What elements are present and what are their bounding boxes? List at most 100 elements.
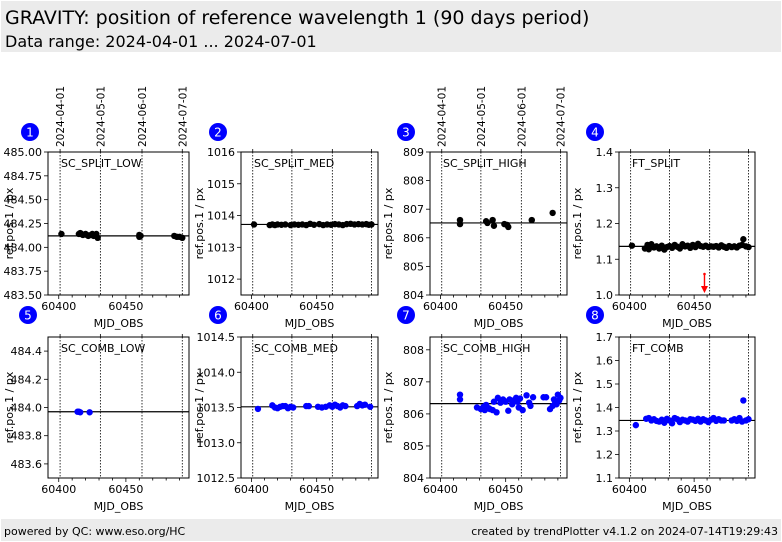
data-point [632,421,640,429]
y-tick-label: 1.1 [596,253,614,266]
data-range-subtitle: Data range: 2024-04-01 ... 2024-07-01 [5,32,317,51]
y-tick-label: 1.2 [596,218,614,231]
y-axis-label: ref.pos.1 / px [3,371,16,443]
y-tick-label: 484.75 [4,170,43,183]
data-point [137,232,144,240]
data-point [505,407,512,414]
data-point [528,216,535,224]
y-tick-label: 1.0 [596,289,614,302]
date-marker-label: 2024-04-01 [55,86,67,147]
data-point [94,234,101,241]
y-tick-label: 485.00 [4,146,43,159]
page-title: GRAVITY: position of reference wavelengt… [5,7,590,29]
y-tick-label: 1015 [207,178,235,191]
data-point [77,409,84,416]
data-point [505,223,512,231]
data-point [58,230,65,238]
data-point [527,402,534,410]
panel-number-badge [397,123,415,141]
data-point [557,394,564,402]
date-marker-label: 2024-06-01 [137,86,149,147]
y-tick-label: 483.6 [11,458,43,471]
date-marker-label: 2024-05-01 [95,86,107,147]
data-point [368,221,375,228]
y-tick-label: 1013.5 [197,402,236,415]
y-axis-label: ref.pos.1 / px [382,371,395,443]
y-tick-label: 1.4 [596,146,614,159]
panel-title: SC_COMB_MED [254,342,338,355]
panel-2: 60400 60450 1012 1013 1014 1015 1016 SC_SPLIT_M… [193,123,379,330]
data-point [289,404,297,411]
x-axis-label: MJD_OBS [285,317,335,330]
x-axis-label: MJD_OBS [474,500,524,513]
data-point [549,209,556,217]
y-axis-label: ref.pos.1 / px [3,187,16,259]
x-tick-label: 60400 [41,483,76,496]
panel-6: 60400 60450 1012.5 1013.0 1013.5 1014.0 1014.5… [193,306,379,513]
data-point [645,246,652,253]
y-tick-label: 1.3 [596,425,614,438]
y-tick-label: 484.25 [4,218,43,231]
data-layer [430,391,567,416]
data-point [745,243,752,251]
footer-created-by: created by trendPlotter v4.1.2 on 2024-0… [471,525,778,538]
axes-frame [240,336,379,479]
panel-number-badge [397,306,415,324]
data-point [523,392,530,399]
y-tick-label: 808 [403,344,424,357]
data-point [745,416,752,423]
y-axis-label: ref.pos.1 / px [571,187,584,259]
panel-number-badge [19,306,37,324]
panel-title: SC_COMB_HIGH [443,342,530,355]
data-point [490,222,498,229]
data-point [493,409,500,416]
data-point [250,221,258,228]
y-tick-label: 1014.0 [197,366,236,379]
axes-frame [47,151,190,296]
axes-frame [429,336,568,479]
y-tick-label: 806 [403,408,424,421]
data-point [529,394,537,401]
y-tick-label: 484.4 [11,345,43,358]
page-header: GRAVITY: position of reference wavelengt… [1,1,781,52]
x-axis-label: MJD_OBS [94,317,144,330]
data-point [740,397,747,404]
panel-number-badge [586,123,604,141]
panel-title: FT_COMB [632,342,684,355]
y-tick-label: 809 [403,146,424,159]
panel-number-badge [209,306,227,324]
data-point [179,234,186,241]
panel-title: SC_SPLIT_MED [254,157,334,170]
panel-1: 2024-04-01 2024-05-01 2024-06-01 2024-07-01… [3,86,190,330]
y-tick-label: 804 [403,472,424,485]
panel-4: 60400 60450 1.0 1.1 1.2 1.3 1.4 FT_SPLIT MJD_OBS… [571,123,756,330]
axes-frame [47,336,190,479]
y-tick-label: 484.50 [4,194,43,207]
y-axis-label: ref.pos.1 / px [382,187,395,259]
data-point [668,420,676,427]
panel-number: 5 [24,309,32,323]
y-tick-label: 1.1 [596,472,614,485]
y-tick-label: 484.2 [11,373,43,386]
x-tick-label: 60400 [41,300,76,313]
x-tick-label: 60450 [488,483,523,496]
x-tick-label: 60400 [423,483,458,496]
y-tick-label: 807 [403,203,424,216]
x-tick-label: 60400 [423,300,458,313]
data-point [519,406,526,414]
panel-8: 60400 60450 1.1 1.2 1.3 1.4 1.5 1.6 1.7 FT_COMB MJ… [571,306,756,513]
date-marker-label: 2024-07-01 [555,86,567,147]
x-axis-label: MJD_OBS [94,500,144,513]
data-point [484,219,491,227]
outlier-arrow-tail [703,272,706,276]
data-point [490,398,498,405]
axes-frame [429,151,568,296]
y-tick-label: 1.2 [596,449,614,462]
x-tick-label: 60400 [234,300,269,313]
data-layer [241,220,378,229]
data-point [456,220,464,228]
x-tick-label: 60450 [108,300,143,313]
y-tick-label: 1.5 [596,378,614,391]
y-tick-label: 1.4 [596,402,614,415]
